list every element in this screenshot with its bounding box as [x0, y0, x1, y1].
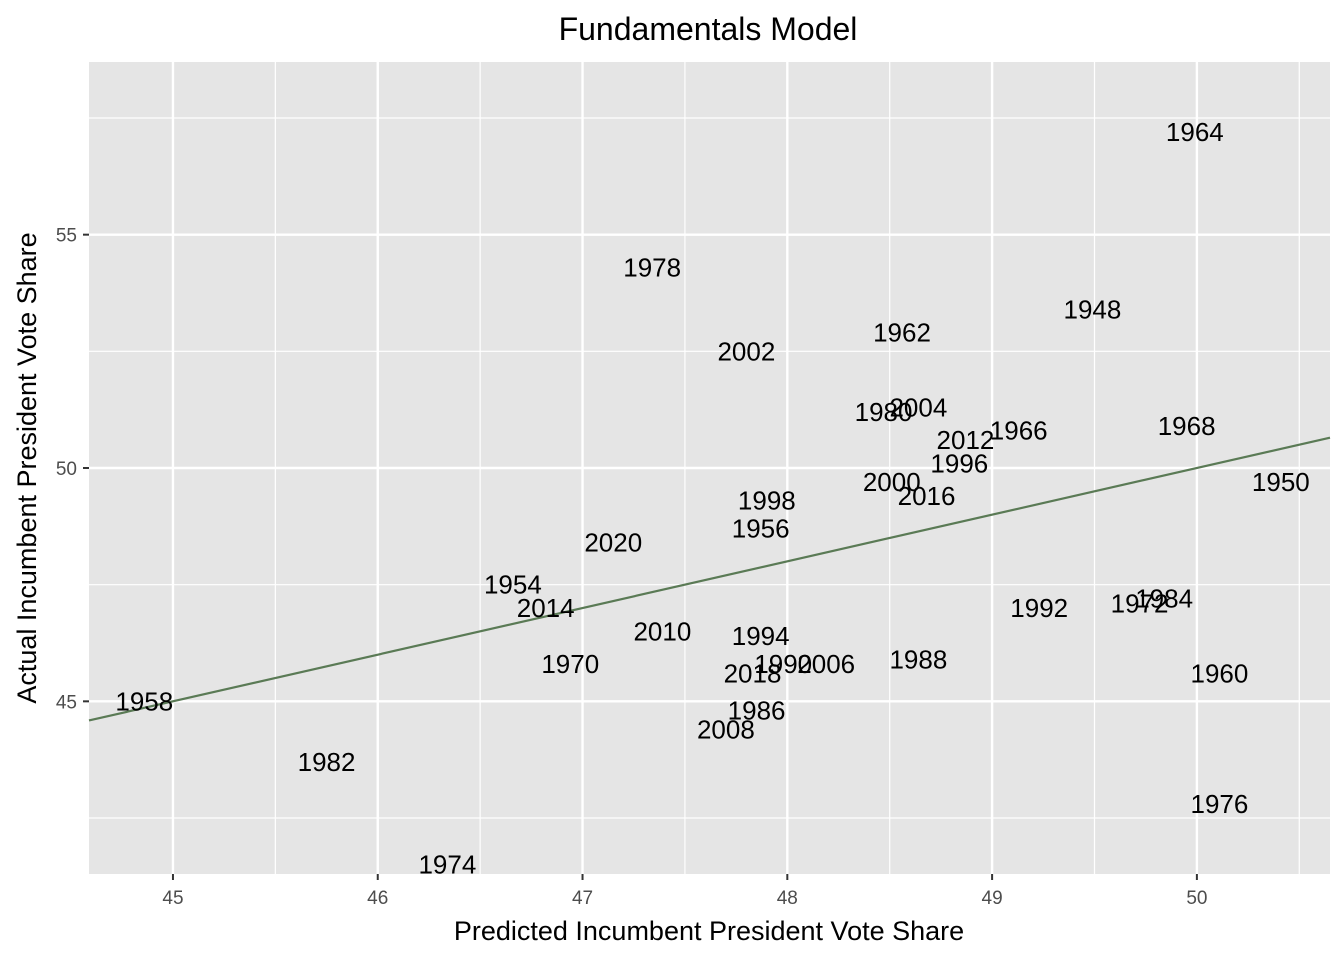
y-tick-label: 55 [56, 226, 77, 247]
point-label-1982: 1982 [298, 747, 356, 777]
x-tick-label: 45 [162, 888, 183, 909]
point-label-1956: 1956 [732, 514, 790, 544]
point-label-2014: 2014 [517, 593, 575, 623]
point-label-2016: 2016 [898, 481, 956, 511]
reference-line [88, 436, 1331, 722]
point-label-2008: 2008 [697, 714, 755, 744]
point-label-1992: 1992 [1010, 593, 1068, 623]
point-label-1968: 1968 [1158, 411, 1216, 441]
point-label-1976: 1976 [1190, 789, 1248, 819]
point-label-2002: 2002 [717, 336, 775, 366]
point-label-1954: 1954 [484, 570, 542, 600]
point-label-1980: 1980 [855, 397, 913, 427]
point-label-1984: 1984 [1135, 584, 1193, 614]
point-label-1962: 1962 [873, 318, 931, 348]
point-label-1970: 1970 [541, 649, 599, 679]
y-axis-title: Actual Incumbent President Vote Share [12, 232, 42, 703]
x-tick-label: 49 [982, 888, 1003, 909]
point-label-2004: 2004 [889, 392, 947, 422]
point-label-1960: 1960 [1190, 658, 1248, 688]
point-label-2000: 2000 [863, 467, 921, 497]
point-label-1994: 1994 [732, 621, 790, 651]
point-labels: 1948 1950 1954 1956 1958 1960 1962 1964 1966 1968… [115, 117, 1309, 880]
point-label-1972: 1972 [1111, 588, 1169, 618]
point-label-2010: 2010 [633, 616, 691, 646]
x-tick-label: 46 [367, 888, 388, 909]
point-label-1948: 1948 [1064, 294, 1122, 324]
x-axis-ticks: 45 46 47 48 49 50 [162, 874, 1207, 909]
reference-line-layer [88, 436, 1331, 722]
x-tick-label: 50 [1186, 888, 1207, 909]
point-label-1978: 1978 [623, 252, 681, 282]
y-axis-ticks: 45 50 55 [56, 226, 89, 713]
point-label-1950: 1950 [1252, 467, 1310, 497]
point-label-1986: 1986 [728, 696, 786, 726]
point-label-1998: 1998 [738, 486, 796, 516]
x-axis-title: Predicted Incumbent President Vote Share [454, 916, 964, 946]
point-label-1966: 1966 [990, 416, 1048, 446]
x-tick-label: 48 [777, 888, 798, 909]
point-label-2020: 2020 [584, 528, 642, 558]
point-label-1958: 1958 [115, 686, 173, 716]
y-tick-label: 50 [56, 459, 77, 480]
point-label-1988: 1988 [889, 644, 947, 674]
point-label-1974: 1974 [418, 850, 476, 880]
point-label-1996: 1996 [930, 448, 988, 478]
x-tick-label: 47 [572, 888, 593, 909]
point-label-1964: 1964 [1166, 117, 1224, 147]
chart-title: Fundamentals Model [559, 11, 858, 47]
point-label-1990: 1990 [754, 649, 812, 679]
point-label-2012: 2012 [937, 425, 995, 455]
major-gridlines [89, 62, 1330, 874]
point-label-2018: 2018 [724, 658, 782, 688]
y-tick-label: 45 [56, 692, 77, 713]
point-label-2006: 2006 [797, 649, 855, 679]
